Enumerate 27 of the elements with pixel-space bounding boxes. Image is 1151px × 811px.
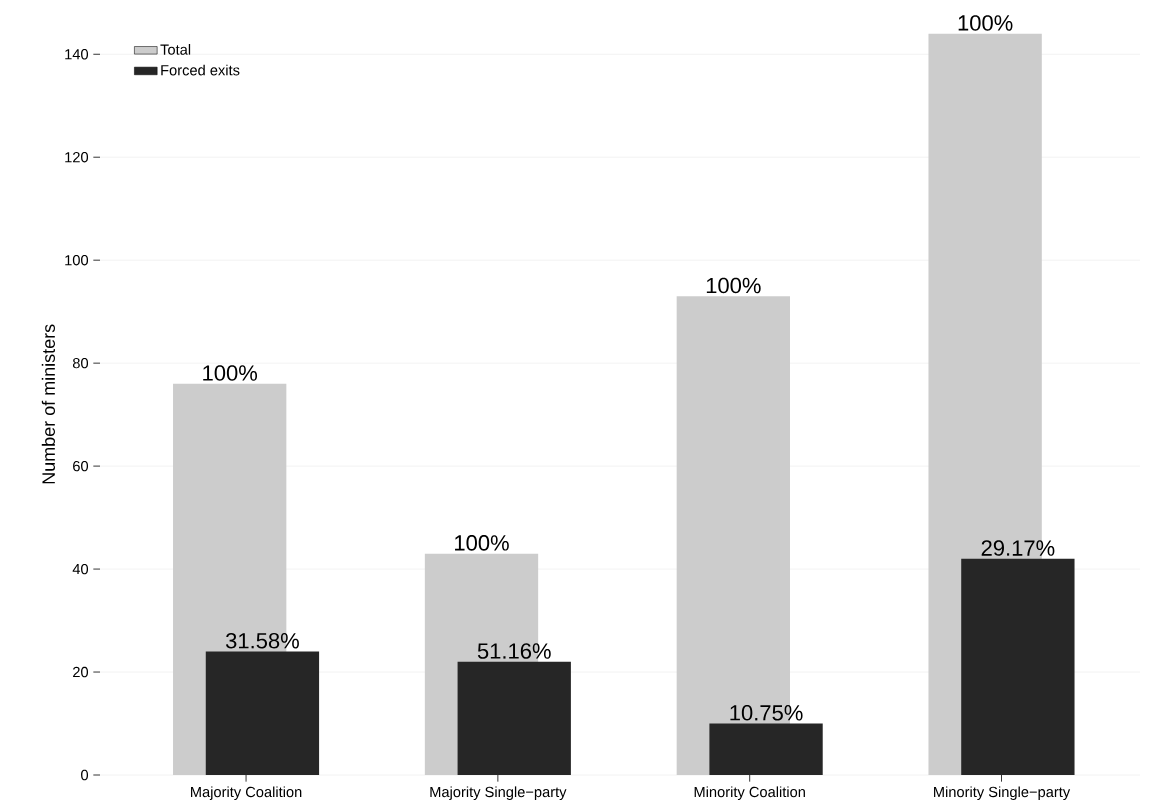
annotation: 29.17% bbox=[981, 540, 1055, 556]
bar bbox=[457, 661, 571, 775]
annotation: 10.75% bbox=[730, 705, 803, 721]
x-tick-label: Majority Coalition bbox=[191, 786, 302, 801]
y-axis-title: Number of ministers bbox=[41, 324, 55, 484]
annotation: 51.16% bbox=[477, 643, 551, 659]
annotation: 100% bbox=[958, 15, 1013, 31]
y-tick-label: 0 bbox=[81, 769, 89, 781]
bar bbox=[205, 651, 320, 775]
y-tick-label: 80 bbox=[72, 357, 89, 369]
bar bbox=[961, 558, 1075, 775]
y-tick-label: 20 bbox=[73, 666, 89, 678]
y-tick-label: 100 bbox=[65, 255, 89, 266]
y-tick-label: 60 bbox=[73, 460, 89, 472]
legend-label: Forced exits bbox=[161, 64, 240, 76]
annotation: 100% bbox=[455, 535, 509, 551]
annotation: 31.58% bbox=[225, 632, 299, 649]
annotation: 100% bbox=[706, 277, 761, 294]
x-tick-label: Minority Coalition bbox=[694, 786, 805, 801]
y-tick-label: 140 bbox=[65, 49, 89, 60]
x-tick-label: Minority Single−party bbox=[934, 786, 1071, 801]
x-tick-label: Majority Single−party bbox=[430, 786, 567, 801]
y-tick-label: 40 bbox=[72, 563, 89, 575]
bar bbox=[709, 723, 823, 775]
legend-label: Total bbox=[160, 44, 191, 55]
annotation: 100% bbox=[203, 365, 258, 381]
y-tick-label: 120 bbox=[65, 152, 89, 163]
